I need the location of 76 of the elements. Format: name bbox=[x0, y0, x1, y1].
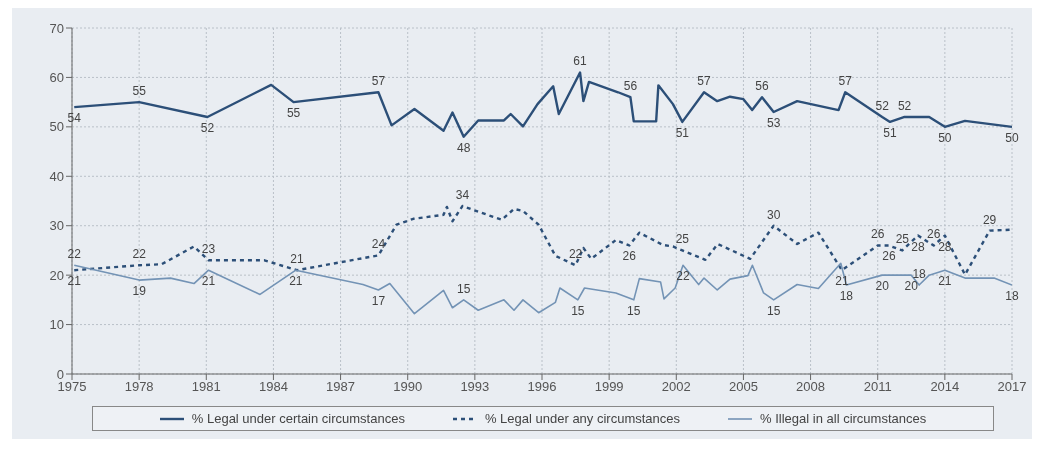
legend-label: % Illegal in all circumstances bbox=[760, 411, 927, 426]
x-tick-label: 2011 bbox=[863, 379, 892, 395]
data-label: 52 bbox=[875, 98, 890, 113]
x-tick-label: 1990 bbox=[393, 379, 423, 395]
legend-label: % Legal under any circumstances bbox=[484, 411, 681, 426]
y-tick-label: 30 bbox=[49, 218, 64, 234]
data-label: 18 bbox=[912, 267, 927, 282]
data-label: 51 bbox=[883, 125, 898, 140]
data-label: 28 bbox=[911, 239, 925, 254]
data-label: 21 bbox=[290, 252, 304, 267]
y-tick-label: 70 bbox=[49, 20, 64, 36]
x-tick-label: 2014 bbox=[930, 379, 960, 395]
data-label: 24 bbox=[371, 237, 386, 252]
data-label: 29 bbox=[982, 212, 997, 227]
x-tick-label: 2017 bbox=[997, 379, 1027, 395]
x-tick-label: 1978 bbox=[124, 379, 154, 395]
data-label: 21 bbox=[938, 274, 952, 289]
data-label: 20 bbox=[875, 279, 890, 294]
y-tick-label: 20 bbox=[49, 267, 64, 283]
y-tick-label: 0 bbox=[56, 366, 64, 382]
x-tick-label: 1999 bbox=[594, 379, 624, 395]
data-label: 55 bbox=[132, 84, 147, 99]
data-label: 21 bbox=[67, 274, 82, 289]
data-label: 18 bbox=[839, 289, 854, 304]
data-label: 21 bbox=[201, 274, 216, 289]
data-label: 26 bbox=[882, 249, 896, 264]
data-label: 30 bbox=[766, 207, 781, 222]
data-label: 53 bbox=[766, 116, 781, 131]
data-label: 26 bbox=[622, 249, 637, 264]
data-label: 51 bbox=[675, 125, 690, 140]
data-label: 22 bbox=[132, 247, 147, 262]
data-label: 22 bbox=[67, 247, 82, 262]
data-label: 18 bbox=[1005, 289, 1019, 304]
y-tick-label: 10 bbox=[49, 317, 64, 333]
data-label: 26 bbox=[871, 227, 885, 242]
x-tick-label: 1993 bbox=[460, 379, 490, 395]
data-label: 17 bbox=[371, 293, 386, 308]
y-tick-label: 60 bbox=[49, 70, 64, 86]
data-label: 19 bbox=[132, 284, 147, 299]
data-label: 15 bbox=[456, 281, 471, 296]
data-label: 25 bbox=[675, 232, 690, 247]
data-label: 28 bbox=[938, 239, 952, 254]
x-tick-label: 1981 bbox=[191, 379, 221, 395]
data-label: 15 bbox=[571, 303, 585, 318]
data-label: 56 bbox=[755, 79, 769, 94]
x-tick-label: 1987 bbox=[326, 379, 356, 395]
x-tick-label: 2008 bbox=[796, 379, 826, 395]
data-label: 25 bbox=[895, 232, 910, 247]
data-label: 57 bbox=[838, 74, 853, 89]
data-label: 48 bbox=[456, 140, 471, 155]
data-label: 61 bbox=[573, 54, 588, 69]
data-label: 55 bbox=[286, 106, 301, 121]
data-label: 57 bbox=[697, 74, 712, 89]
data-label: 34 bbox=[455, 187, 470, 202]
data-label: 15 bbox=[766, 303, 781, 318]
data-label: 52 bbox=[897, 98, 912, 113]
y-tick-label: 50 bbox=[49, 119, 64, 135]
data-label: 52 bbox=[200, 120, 215, 135]
x-tick-label: 2002 bbox=[661, 379, 691, 395]
y-tick-label: 40 bbox=[49, 168, 64, 184]
data-label: 57 bbox=[371, 74, 386, 89]
data-label: 54 bbox=[67, 111, 82, 126]
x-tick-label: 2005 bbox=[728, 379, 758, 395]
x-tick-label: 1984 bbox=[258, 379, 288, 395]
data-label: 56 bbox=[623, 79, 638, 94]
x-tick-label: 1975 bbox=[57, 379, 87, 395]
data-label: 22 bbox=[568, 247, 583, 262]
data-label: 15 bbox=[627, 303, 641, 318]
data-label: 21 bbox=[289, 274, 303, 289]
data-label: 20 bbox=[904, 279, 919, 294]
x-tick-label: 1996 bbox=[527, 379, 557, 395]
data-label: 26 bbox=[926, 227, 941, 242]
data-label: 50 bbox=[938, 130, 952, 145]
data-label: 50 bbox=[1005, 130, 1019, 145]
data-label: 23 bbox=[201, 242, 216, 257]
legend-label: % Legal under certain circumstances bbox=[191, 411, 405, 426]
